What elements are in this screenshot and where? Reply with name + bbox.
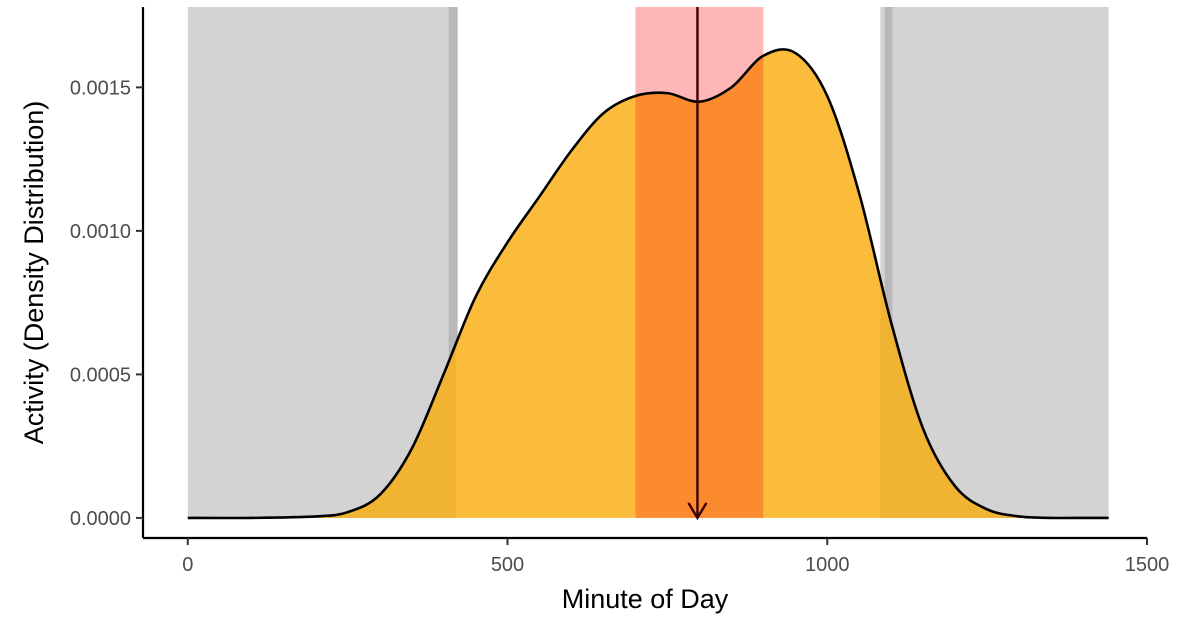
x-tick-label: 1500: [1125, 554, 1170, 576]
marker-arrow: [687, 7, 708, 521]
y-tick-label: 0.0000: [70, 508, 131, 530]
y-tick-label: 0.0005: [70, 364, 131, 386]
marker-arrowhead: [687, 502, 708, 521]
y-axis-ticks: 0.0000 0.0005 0.0010 0.0015: [70, 77, 143, 530]
shaded-range-4: [884, 7, 893, 518]
axes: [141, 7, 1147, 540]
x-tick-label: 1000: [805, 554, 850, 576]
x-tick-label: 0: [182, 554, 193, 576]
shaded-range-1: [448, 7, 458, 518]
x-tick-label: 500: [491, 554, 524, 576]
y-tick-label: 0.0015: [70, 77, 131, 99]
overlap-range-2: [635, 49, 764, 518]
x-axis-title: Minute of Day: [562, 584, 729, 614]
shaded-range-0: [187, 7, 457, 518]
y-axis-title: Activity (Density Distribution): [19, 101, 49, 445]
x-axis-ticks: 0 500 1000 1500: [182, 538, 1169, 576]
y-tick-label: 0.0010: [70, 221, 131, 243]
